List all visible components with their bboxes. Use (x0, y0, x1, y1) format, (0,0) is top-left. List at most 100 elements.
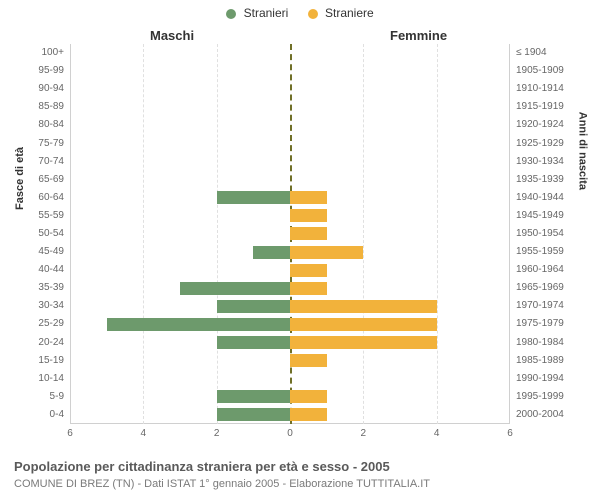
age-label: 15-19 (38, 356, 64, 366)
bar-male (217, 191, 290, 204)
bar-male (180, 282, 290, 295)
age-label: 70-74 (38, 157, 64, 167)
age-label: 55-59 (38, 211, 64, 221)
age-label: 10-14 (38, 374, 64, 384)
column-header-female: Femmine (390, 28, 447, 43)
bar-female (290, 264, 327, 277)
legend-swatch-female (308, 9, 318, 19)
birth-year-label: 1925-1929 (516, 139, 564, 149)
age-row: 45-491955-1959 (70, 243, 510, 261)
birth-year-label: 1935-1939 (516, 175, 564, 185)
x-tick-label: 4 (141, 428, 147, 439)
birth-year-label: 1995-1999 (516, 392, 564, 402)
bar-male (217, 408, 290, 421)
age-row: 100+≤ 1904 (70, 44, 510, 62)
age-label: 25-29 (38, 319, 64, 329)
x-tick-label: 4 (434, 428, 440, 439)
age-label: 40-44 (38, 265, 64, 275)
birth-year-label: 1950-1954 (516, 229, 564, 239)
age-label: 85-89 (38, 102, 64, 112)
bar-male (217, 390, 290, 403)
bar-female (290, 354, 327, 367)
x-tick-label: 2 (361, 428, 367, 439)
bar-female (290, 282, 327, 295)
age-label: 0-4 (50, 410, 64, 420)
age-label: 35-39 (38, 283, 64, 293)
bar-female (290, 227, 327, 240)
age-label: 50-54 (38, 229, 64, 239)
age-row: 0-42000-2004 (70, 406, 510, 424)
plot-area: 0224466100+≤ 190495-991905-190990-941910… (70, 44, 510, 424)
birth-year-label: 1975-1979 (516, 319, 564, 329)
age-label: 30-34 (38, 301, 64, 311)
age-row: 75-791925-1929 (70, 134, 510, 152)
bar-male (217, 336, 290, 349)
birth-year-label: 1960-1964 (516, 265, 564, 275)
birth-year-label: 1985-1989 (516, 356, 564, 366)
age-row: 40-441960-1964 (70, 261, 510, 279)
bar-female (290, 390, 327, 403)
age-label: 80-84 (38, 120, 64, 130)
birth-year-label: 1940-1944 (516, 193, 564, 203)
age-row: 35-391965-1969 (70, 279, 510, 297)
birth-year-label: 1905-1909 (516, 66, 564, 76)
x-tick-label: 6 (67, 428, 73, 439)
age-label: 45-49 (38, 247, 64, 257)
bar-female (290, 191, 327, 204)
age-row: 85-891915-1919 (70, 98, 510, 116)
bar-female (290, 246, 363, 259)
age-label: 95-99 (38, 66, 64, 76)
age-row: 95-991905-1909 (70, 62, 510, 80)
birth-year-label: 1930-1934 (516, 157, 564, 167)
x-tick-label: 2 (214, 428, 220, 439)
age-label: 90-94 (38, 84, 64, 94)
legend-item-female: Straniere (308, 6, 374, 20)
legend-label-female: Straniere (325, 6, 374, 20)
y-axis-title-left: Fasce di età (14, 147, 26, 210)
age-label: 75-79 (38, 139, 64, 149)
birth-year-label: 2000-2004 (516, 410, 564, 420)
chart-caption: Popolazione per cittadinanza straniera p… (14, 459, 390, 474)
bar-male (107, 318, 290, 331)
age-row: 80-841920-1924 (70, 116, 510, 134)
bar-male (253, 246, 290, 259)
legend-swatch-male (226, 9, 236, 19)
age-row: 60-641940-1944 (70, 189, 510, 207)
birth-year-label: 1915-1919 (516, 102, 564, 112)
bar-male (217, 300, 290, 313)
age-row: 50-541950-1954 (70, 225, 510, 243)
column-header-male: Maschi (150, 28, 194, 43)
birth-year-label: 1965-1969 (516, 283, 564, 293)
age-row: 30-341970-1974 (70, 297, 510, 315)
age-label: 65-69 (38, 175, 64, 185)
age-row: 10-141990-1994 (70, 370, 510, 388)
bar-female (290, 318, 437, 331)
birth-year-label: 1955-1959 (516, 247, 564, 257)
birth-year-label: 1990-1994 (516, 374, 564, 384)
age-label: 5-9 (50, 392, 64, 402)
age-row: 90-941910-1914 (70, 80, 510, 98)
bar-female (290, 336, 437, 349)
birth-year-label: 1945-1949 (516, 211, 564, 221)
age-row: 25-291975-1979 (70, 315, 510, 333)
legend-item-male: Stranieri (226, 6, 288, 20)
age-row: 5-91995-1999 (70, 388, 510, 406)
bar-female (290, 408, 327, 421)
birth-year-label: 1980-1984 (516, 338, 564, 348)
age-row: 65-691935-1939 (70, 171, 510, 189)
birth-year-label: 1910-1914 (516, 84, 564, 94)
bar-female (290, 300, 437, 313)
legend-label-male: Stranieri (244, 6, 289, 20)
birth-year-label: 1970-1974 (516, 301, 564, 311)
birth-year-label: ≤ 1904 (516, 48, 547, 58)
age-row: 20-241980-1984 (70, 334, 510, 352)
age-label: 100+ (41, 48, 64, 58)
x-tick-label: 0 (287, 428, 293, 439)
age-row: 55-591945-1949 (70, 207, 510, 225)
age-row: 15-191985-1989 (70, 352, 510, 370)
x-tick-label: 6 (507, 428, 513, 439)
bar-female (290, 209, 327, 222)
population-pyramid-chart: Stranieri Straniere Maschi Femmine Fasce… (0, 0, 600, 500)
age-label: 60-64 (38, 193, 64, 203)
birth-year-label: 1920-1924 (516, 120, 564, 130)
